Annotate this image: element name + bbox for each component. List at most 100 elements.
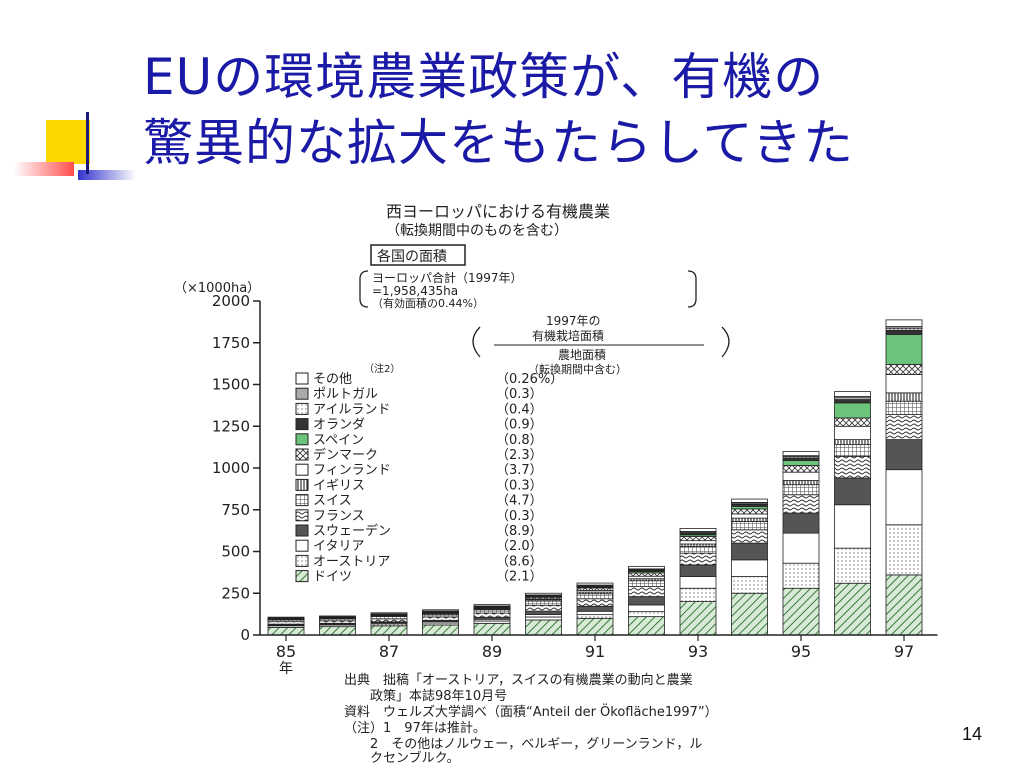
bar-segment — [834, 439, 871, 446]
stacked-bar-chart: 西ヨーロッパにおける有機農業 （転換期間中のものを含む） 各国の面積 （×100… — [174, 202, 938, 675]
x-tick-label: 89 — [482, 642, 502, 661]
bar-segment — [525, 600, 562, 606]
bar-segment — [885, 469, 923, 526]
bar-segment — [782, 465, 820, 473]
bar-segment — [782, 471, 820, 481]
bar-segment — [885, 524, 923, 576]
bar-segment — [370, 625, 408, 636]
slide-title-line2: 驚異的な拡大をもたらしてきた — [143, 114, 854, 172]
bar-segment — [834, 391, 871, 397]
bar-segment — [885, 333, 923, 365]
source-line3: 資料 ウェルズ大学調べ（面積“Anteil der Ökofläche1997”… — [344, 705, 718, 720]
legend-swatch — [295, 554, 309, 567]
bar-segment — [731, 508, 768, 515]
bar-segment — [782, 494, 820, 514]
ratio-paren-left — [472, 326, 481, 358]
bar-segment — [885, 319, 923, 327]
bar-segment — [834, 547, 871, 584]
bar-segment — [267, 627, 305, 636]
ratio-paren-right — [721, 326, 730, 358]
title-accent-red-bar — [14, 162, 74, 176]
y-tick-label: 1250 — [212, 417, 250, 435]
bar-segment — [834, 504, 871, 549]
legend-label: オランダ — [313, 418, 365, 433]
bar-segment — [679, 601, 717, 636]
bar-segment — [525, 616, 562, 621]
legend-swatch — [295, 448, 309, 461]
bar-segment — [731, 529, 768, 544]
legend-label: スペイン — [313, 433, 364, 448]
legend-percent: （2.1） — [496, 570, 543, 585]
legend-percent: （0.4） — [496, 402, 543, 417]
bar-segment — [782, 562, 820, 589]
bar-segment — [628, 604, 665, 613]
bar-segment — [834, 444, 871, 457]
legend-swatch — [295, 402, 309, 415]
bar-segment — [731, 513, 768, 519]
legend-percent: （2.0） — [496, 539, 543, 554]
bar-segment — [679, 536, 717, 542]
legend-label: デンマーク — [313, 447, 378, 463]
y-tick-label: 750 — [221, 501, 250, 519]
legend-percent: （8.6） — [496, 554, 543, 569]
bar-segment — [319, 626, 356, 636]
bar-segment — [679, 576, 717, 589]
legend-label: その他 — [313, 372, 352, 387]
bar-segment — [834, 477, 871, 506]
bar-segment — [473, 609, 511, 614]
bar-segment — [525, 610, 562, 615]
legend-swatch — [295, 539, 309, 552]
bar-segment — [628, 616, 665, 636]
bar-segment — [782, 480, 820, 486]
bar-segment — [576, 582, 614, 586]
legend-percent: （3.7） — [496, 463, 543, 478]
bar-segment — [679, 587, 717, 602]
legend-label: オーストリア — [313, 554, 390, 569]
bar-segment — [628, 565, 665, 570]
total-bracket-right — [687, 270, 697, 308]
bar-segment — [834, 582, 871, 636]
source-line4: （注）1 97年は推計。 — [344, 721, 486, 736]
bar-segment — [473, 604, 511, 607]
y-tick-label: 500 — [221, 543, 250, 561]
x-tick-label: 93 — [688, 642, 708, 661]
bar-segment — [628, 611, 665, 618]
bar-segment — [731, 542, 768, 561]
bar-segment — [473, 612, 511, 618]
bar-segment — [885, 574, 923, 636]
bar-segment — [731, 498, 768, 503]
bar-segment — [473, 622, 511, 636]
ratio-line3: 農地面積 — [558, 347, 606, 362]
legend-percent: （0.3） — [496, 387, 543, 402]
figure-subheading: 各国の面積 — [377, 249, 447, 265]
page-number: 14 — [961, 724, 982, 744]
legend-swatch — [295, 570, 309, 583]
x-tick-label: 91 — [585, 642, 605, 661]
legend-percent: （0.3） — [496, 478, 543, 493]
title-accent-yellow-block — [46, 120, 90, 164]
bar-segment — [525, 592, 562, 596]
bar-segment — [679, 546, 717, 554]
bar-segment — [885, 374, 923, 394]
bar-segment — [576, 598, 614, 607]
legend-label: ポルトガル — [313, 387, 378, 402]
legend-note-mark: （注2） — [364, 362, 400, 375]
bar-segment — [679, 528, 717, 532]
legend-label: アイルランド — [313, 402, 390, 417]
bars-group — [267, 319, 923, 636]
bar-segment — [370, 612, 408, 615]
bar-segment — [679, 540, 717, 545]
bar-segment — [834, 455, 871, 479]
europe-total-line1: ヨーロッパ合計（1997年） — [372, 270, 523, 285]
bar-segment — [370, 618, 408, 623]
bar-segment — [422, 624, 459, 636]
legend-percent: （0.9） — [496, 418, 543, 433]
slide-title: EUの環境農業政策が、有機の 驚異的な拡大をもたらしてきた — [143, 44, 1003, 176]
legend-label: スイス — [313, 494, 352, 509]
bar-segment — [885, 329, 923, 335]
legend-percent: （4.7） — [496, 494, 543, 509]
chart-figure: 西ヨーロッパにおける有機農業 （転換期間中のものを含む） 各国の面積 （×100… — [168, 195, 944, 766]
bar-segment — [731, 521, 768, 531]
figure-heading1: 西ヨーロッパにおける有機農業 — [386, 202, 610, 221]
legend-label: イタリア — [313, 539, 364, 554]
